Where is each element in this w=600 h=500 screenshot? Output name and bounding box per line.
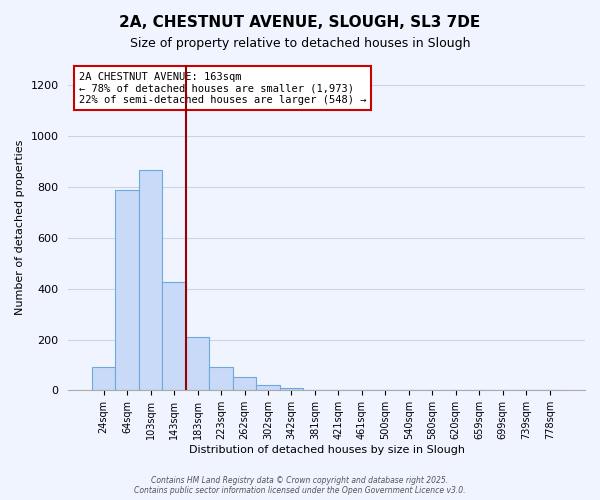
Bar [280,388,303,390]
Bar [163,282,186,391]
Bar [186,337,209,390]
Bar [139,170,163,390]
Bar [115,190,139,390]
Text: 2A CHESTNUT AVENUE: 163sqm
← 78% of detached houses are smaller (1,973)
22% of s: 2A CHESTNUT AVENUE: 163sqm ← 78% of deta… [79,72,366,104]
Bar [92,368,115,390]
Text: Contains HM Land Registry data © Crown copyright and database right 2025.
Contai: Contains HM Land Registry data © Crown c… [134,476,466,495]
Bar [233,377,256,390]
X-axis label: Distribution of detached houses by size in Slough: Distribution of detached houses by size … [189,445,465,455]
Text: Size of property relative to detached houses in Slough: Size of property relative to detached ho… [130,38,470,51]
Bar [209,368,233,390]
Bar [256,386,280,390]
Text: 2A, CHESTNUT AVENUE, SLOUGH, SL3 7DE: 2A, CHESTNUT AVENUE, SLOUGH, SL3 7DE [119,15,481,30]
Y-axis label: Number of detached properties: Number of detached properties [15,140,25,316]
